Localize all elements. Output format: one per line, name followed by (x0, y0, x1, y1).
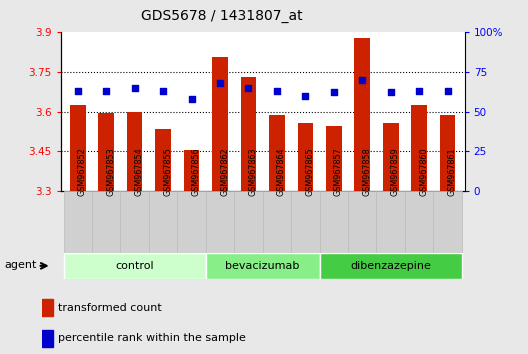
Point (301, 93, 309, 98)
Bar (354, 39, 370, 191)
Bar (206, 253, 319, 279)
Bar (319, 253, 462, 279)
Text: GDS5678 / 1431807_at: GDS5678 / 1431807_at (141, 9, 303, 23)
Point (272, 88, 281, 93)
Text: GSM967856: GSM967856 (192, 148, 201, 196)
Bar (92, 191, 120, 253)
Bar (234, 191, 263, 253)
Bar (184, 150, 200, 191)
Text: percentile rank within the sample: percentile rank within the sample (58, 333, 246, 343)
Bar (120, 191, 149, 253)
Text: GSM967858: GSM967858 (362, 148, 371, 196)
Point (102, 88, 110, 93)
Point (444, 88, 452, 93)
Point (73, 88, 82, 93)
Text: GSM967860: GSM967860 (419, 148, 428, 196)
Bar (376, 191, 405, 253)
Bar (348, 191, 376, 253)
Bar (63, 253, 206, 279)
Text: bevacizumab: bevacizumab (225, 261, 300, 271)
Bar (98, 113, 114, 191)
Bar (297, 124, 313, 191)
Text: GSM967857: GSM967857 (334, 147, 343, 196)
Bar (291, 191, 319, 253)
Text: GSM967865: GSM967865 (305, 148, 314, 196)
Text: GSM967854: GSM967854 (135, 148, 144, 196)
Bar (405, 191, 433, 253)
Point (244, 85, 253, 90)
Text: GSM967862: GSM967862 (220, 148, 229, 196)
Text: GSM967861: GSM967861 (448, 148, 457, 196)
Text: GSM967855: GSM967855 (163, 147, 172, 196)
Bar (42, 299, 53, 316)
Bar (326, 126, 342, 191)
Text: GSM967859: GSM967859 (391, 147, 400, 196)
Bar (319, 191, 348, 253)
Text: GSM967863: GSM967863 (249, 148, 258, 196)
Bar (212, 57, 228, 191)
Bar (433, 191, 462, 253)
Point (159, 88, 167, 93)
Point (415, 88, 423, 93)
Point (329, 90, 338, 95)
Text: GSM967864: GSM967864 (277, 148, 286, 196)
Point (130, 85, 139, 90)
Bar (155, 129, 171, 191)
Bar (63, 191, 92, 253)
Bar (383, 124, 399, 191)
Bar (262, 191, 291, 253)
Bar (42, 330, 53, 347)
Bar (269, 115, 285, 191)
Text: transformed count: transformed count (58, 303, 162, 313)
Bar (440, 115, 455, 191)
Bar (127, 112, 143, 191)
Point (216, 80, 224, 86)
Text: control: control (115, 261, 154, 271)
Bar (206, 191, 234, 253)
Bar (241, 77, 256, 191)
Text: dibenzazepine: dibenzazepine (350, 261, 431, 271)
Bar (411, 105, 427, 191)
Bar (149, 191, 177, 253)
Bar (70, 105, 86, 191)
Bar (177, 191, 206, 253)
Text: agent: agent (5, 260, 37, 270)
Point (358, 77, 366, 82)
Text: GSM967853: GSM967853 (106, 148, 115, 196)
Text: GSM967852: GSM967852 (78, 147, 87, 196)
Point (386, 90, 395, 95)
Point (187, 96, 196, 102)
